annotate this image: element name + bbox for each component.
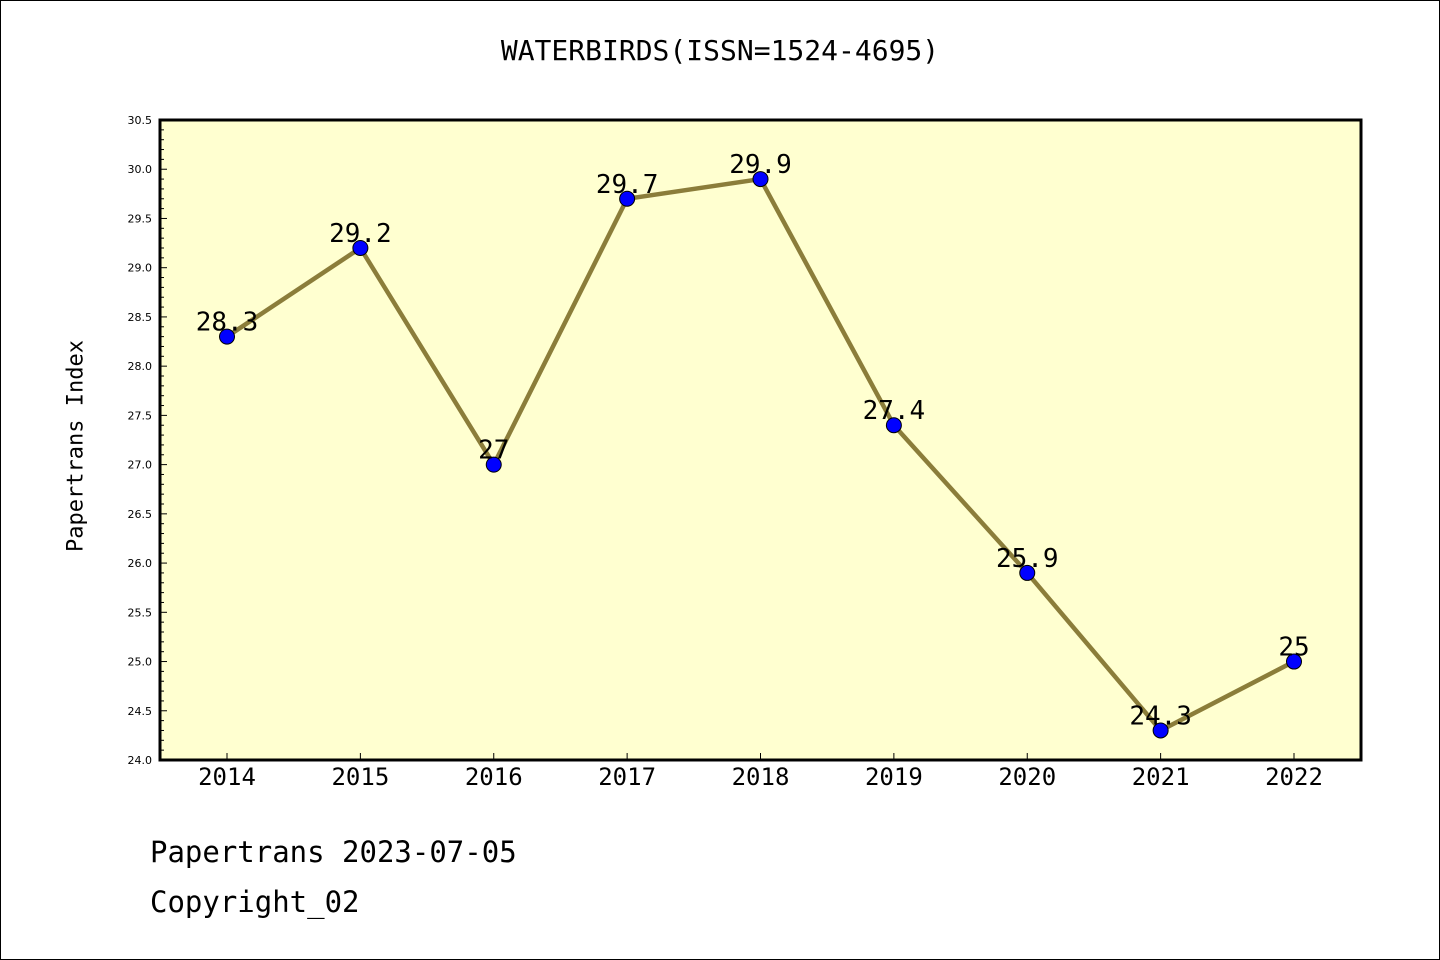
y-tick-label: 27.0 [128,459,153,472]
x-tick-label: 2015 [331,763,389,791]
data-label: 25.9 [996,544,1059,574]
y-tick-label: 28.0 [128,360,153,373]
footer-copyright: Copyright_02 [150,885,360,919]
data-label: 27 [478,436,509,466]
data-point [1286,653,1302,670]
y-tick-label: 24.5 [128,705,153,718]
data-point [885,417,902,434]
plot-border [158,118,1363,762]
y-tick-label: 25.5 [128,606,153,619]
y-tick-label: 26.5 [128,508,153,521]
x-tick-label: 2021 [1132,763,1190,791]
x-tick-label: 2014 [198,763,256,791]
data-label: 28.3 [196,308,259,338]
plot-area [160,120,1361,760]
x-tick-label: 2020 [998,763,1056,791]
y-tick-label: 26.0 [128,557,153,570]
data-label: 29.9 [729,150,792,180]
x-tick-label: 2019 [865,763,923,791]
y-tick-label: 27.5 [128,409,153,422]
data-labels-group: 28.3 29.2 27 29.7 29.9 27.4 25.9 24.3 25 [196,150,1310,731]
data-point [619,190,636,207]
x-axis: 2014 2015 2016 2017 2018 2019 2020 2021 2022 [198,753,1323,791]
x-tick-label: 2018 [732,763,790,791]
data-point [485,456,502,473]
y-tick-label: 25.0 [128,656,153,669]
series-line-group [219,171,1302,739]
data-point [1152,722,1169,739]
y-tick-label: 30.5 [128,114,153,127]
y-tick-label: 30.0 [128,163,153,176]
y-tick-label: 29.0 [128,262,153,275]
data-point [752,171,769,188]
data-point [352,240,369,256]
data-label: 24.3 [1129,701,1192,731]
y-tick-label: 28.5 [128,311,153,324]
data-label: 29.7 [596,170,659,200]
y-tick-label: 24.0 [128,754,153,767]
x-tick-label: 2017 [598,763,656,791]
y-tick-label: 29.5 [128,212,153,225]
footer-date: Papertrans 2023-07-05 [150,835,517,869]
chart-title: WATERBIRDS(ISSN=1524-4695) [500,34,940,67]
data-label: 29.2 [329,219,392,249]
x-tick-label: 2016 [465,763,523,791]
x-tick-label: 2022 [1265,763,1323,791]
data-label: 25 [1278,633,1309,663]
data-label: 27.4 [863,396,926,426]
data-point [1019,564,1036,581]
data-point [219,328,235,345]
